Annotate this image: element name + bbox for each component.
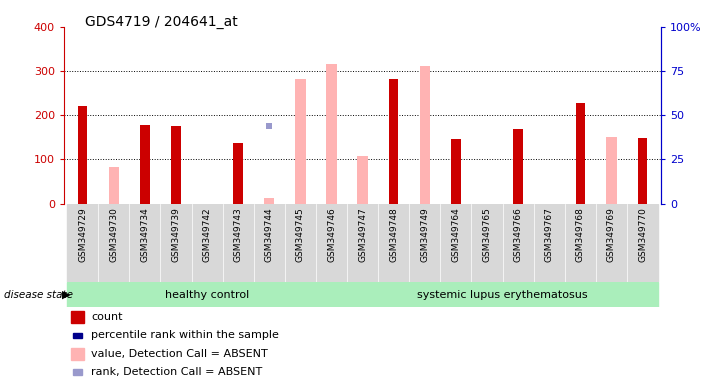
Bar	[161, 204, 191, 282]
Bar	[576, 103, 585, 204]
Bar	[534, 204, 565, 282]
Bar	[109, 167, 119, 204]
Text: GSM349749: GSM349749	[420, 207, 429, 262]
Text: GSM349770: GSM349770	[638, 207, 647, 262]
Bar	[513, 129, 523, 204]
Bar	[254, 204, 285, 282]
Text: GSM349729: GSM349729	[78, 207, 87, 262]
Bar	[67, 204, 98, 282]
Text: GSM349745: GSM349745	[296, 207, 305, 262]
Bar	[316, 204, 347, 282]
Bar	[171, 126, 181, 204]
Text: count: count	[91, 312, 122, 322]
Bar	[471, 204, 503, 282]
Text: GSM349742: GSM349742	[203, 207, 212, 262]
Bar	[78, 106, 87, 204]
Text: GSM349767: GSM349767	[545, 207, 554, 262]
Text: GSM349734: GSM349734	[140, 207, 149, 262]
Bar	[347, 282, 658, 307]
Text: GSM349766: GSM349766	[513, 207, 523, 262]
Bar	[378, 204, 410, 282]
Text: GSM349768: GSM349768	[576, 207, 585, 262]
Text: GSM349739: GSM349739	[171, 207, 181, 262]
Text: percentile rank within the sample: percentile rank within the sample	[91, 330, 279, 340]
Text: disease state: disease state	[4, 290, 73, 300]
Bar	[503, 204, 534, 282]
Bar	[295, 79, 306, 204]
Bar	[440, 204, 471, 282]
Bar	[513, 136, 523, 204]
Bar	[129, 204, 161, 282]
Bar	[638, 138, 647, 204]
Text: GSM349746: GSM349746	[327, 207, 336, 262]
Text: GSM349747: GSM349747	[358, 207, 367, 262]
Bar	[606, 137, 616, 204]
Bar	[358, 156, 368, 204]
Bar	[596, 204, 627, 282]
Bar	[565, 204, 596, 282]
Text: GSM349748: GSM349748	[389, 207, 398, 262]
Text: value, Detection Call = ABSENT: value, Detection Call = ABSENT	[91, 349, 268, 359]
Text: GSM349765: GSM349765	[483, 207, 491, 262]
Text: ▶: ▶	[62, 290, 70, 300]
Bar	[410, 204, 440, 282]
Bar	[389, 79, 398, 204]
Text: GSM349744: GSM349744	[264, 207, 274, 262]
Bar	[223, 204, 254, 282]
Bar	[233, 142, 243, 204]
Text: GSM349743: GSM349743	[234, 207, 242, 262]
Bar	[627, 204, 658, 282]
Text: systemic lupus erythematosus: systemic lupus erythematosus	[417, 290, 588, 300]
Bar	[419, 66, 430, 204]
Bar	[264, 198, 274, 204]
Bar	[347, 204, 378, 282]
Bar	[326, 65, 336, 204]
Bar	[98, 204, 129, 282]
Text: healthy control: healthy control	[165, 290, 249, 300]
Bar	[67, 282, 347, 307]
Bar	[140, 125, 149, 204]
Text: GSM349730: GSM349730	[109, 207, 118, 262]
Text: rank, Detection Call = ABSENT: rank, Detection Call = ABSENT	[91, 367, 262, 377]
Bar	[285, 204, 316, 282]
Text: GSM349769: GSM349769	[607, 207, 616, 262]
Bar	[191, 204, 223, 282]
Text: GDS4719 / 204641_at: GDS4719 / 204641_at	[85, 15, 238, 29]
Bar	[451, 139, 461, 204]
Text: GSM349764: GSM349764	[451, 207, 461, 262]
